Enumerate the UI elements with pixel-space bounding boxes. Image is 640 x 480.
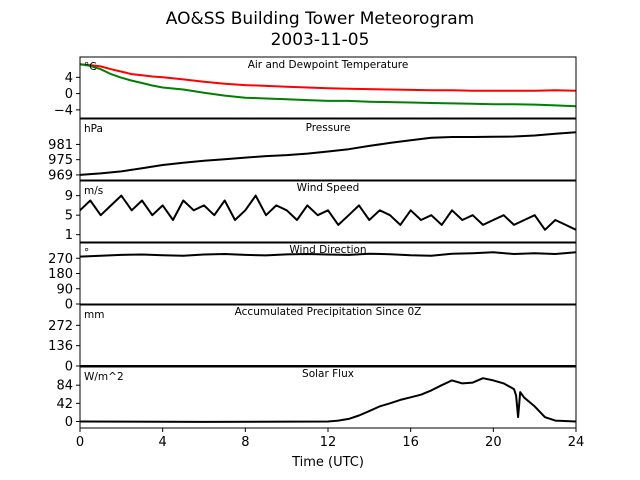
figure-subtitle: 2003-11-05 xyxy=(271,30,370,50)
panel-4-frame xyxy=(79,304,577,367)
panel-3-series-0-line xyxy=(79,251,577,258)
x-axis-label: Time (UTC) xyxy=(291,455,364,470)
xtick-label-2: 8 xyxy=(241,435,249,450)
panel-2-ytick-label-0: 1 xyxy=(65,228,73,243)
panel-5-ytick-label-1: 42 xyxy=(56,397,73,412)
panel-0-unit: °C xyxy=(84,61,97,73)
panel-1-ytick-label-0: 969 xyxy=(48,168,73,183)
xtick-label-0: 0 xyxy=(76,435,84,450)
panel-0-title: Air and Dewpoint Temperature xyxy=(248,59,409,71)
panel-1-frame xyxy=(79,118,577,181)
panel-5-unit: W/m^2 xyxy=(84,371,124,383)
panel-2-frame xyxy=(79,180,577,243)
panel-1-unit: hPa xyxy=(84,123,103,135)
panel-4-ytick-label-1: 136 xyxy=(48,339,73,354)
panel-2-ytick-label-2: 9 xyxy=(65,189,73,204)
panel-5-ytick-label-0: 0 xyxy=(65,415,73,430)
xtick-label-6: 24 xyxy=(568,435,585,450)
panel-3-ytick-label-1: 90 xyxy=(56,282,73,297)
panel-0-ytick-label-0: −4 xyxy=(54,103,73,118)
panel-1-ytick-label-2: 981 xyxy=(48,138,73,153)
xtick-label-3: 12 xyxy=(320,435,337,450)
panel-2-series-0-line xyxy=(79,194,577,231)
panel-2-unit: m/s xyxy=(84,185,103,197)
panel-3-ytick-label-2: 180 xyxy=(48,267,73,282)
panel-1-ytick-label-1: 975 xyxy=(48,153,73,168)
panel-5-ytick-label-2: 84 xyxy=(56,379,73,394)
panel-1-series-0-line xyxy=(79,131,577,176)
panel-3-unit: ° xyxy=(84,247,89,259)
panel-4-title: Accumulated Precipitation Since 0Z xyxy=(235,306,422,318)
xtick-label-4: 16 xyxy=(402,435,419,450)
panel-0-ytick-label-1: 0 xyxy=(65,87,73,102)
panel-4: 0 136 272 Accumulated Precipitation Since 0… xyxy=(48,304,577,375)
x-axis: 0 4 8 12 16 20 24 xyxy=(76,428,584,450)
panel-0: −404 Air and Dewpoint Temperature °C xyxy=(54,56,577,119)
panel-1-title: Pressure xyxy=(306,122,351,134)
panel-5-title: Solar Flux xyxy=(302,368,354,380)
panel-2: 1 5 9 Wind Speed m/s xyxy=(65,180,577,243)
panel-4-ytick-label-0: 0 xyxy=(65,360,73,375)
panel-0-series-1-line xyxy=(79,63,577,108)
panel-3-ytick-label-0: 0 xyxy=(65,298,73,313)
panel-4-ytick-label-2: 272 xyxy=(48,319,73,334)
panel-0-frame xyxy=(79,56,577,119)
panel-3-ytick-label-3: 270 xyxy=(48,252,73,267)
figure-title: AO&SS Building Tower Meteorogram xyxy=(166,9,474,29)
xtick-label-1: 4 xyxy=(159,435,167,450)
panel-5-series-0-line xyxy=(79,377,577,423)
panel-4-unit: mm xyxy=(84,309,104,321)
panel-5: 0 42 84 Solar Flux W/m^2 xyxy=(56,366,577,430)
panel-0-series-0-line xyxy=(79,63,577,92)
panel-2-title: Wind Speed xyxy=(297,182,360,194)
panel-3-title: Wind Direction xyxy=(289,244,366,256)
xtick-label-5: 20 xyxy=(485,435,502,450)
panel-2-ytick-label-1: 5 xyxy=(65,209,73,224)
panel-0-ytick-label-2: 4 xyxy=(65,71,73,86)
